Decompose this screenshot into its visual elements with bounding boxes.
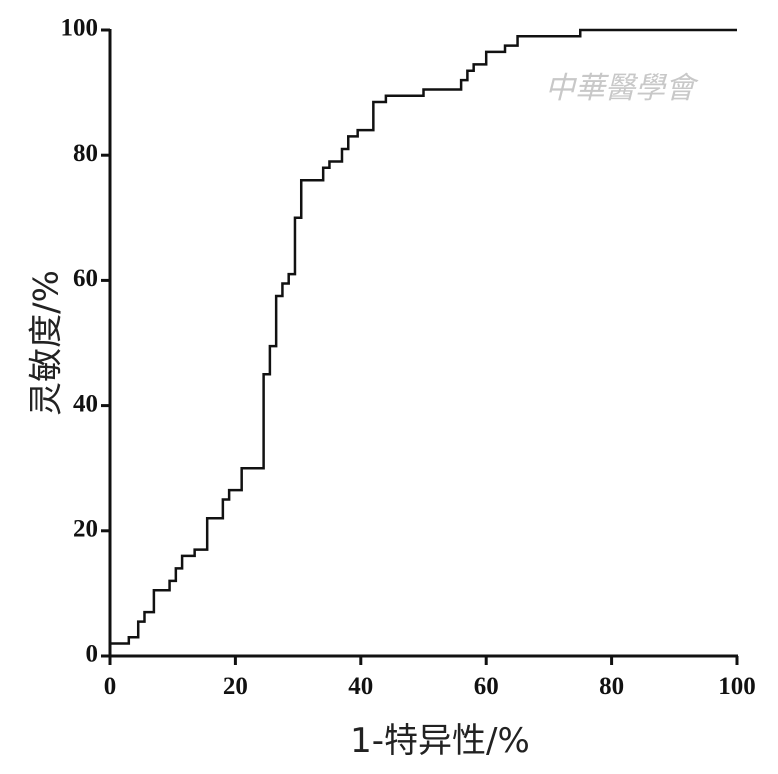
- x-tick-label: 0: [104, 673, 117, 700]
- y-tick-label: 100: [61, 15, 99, 42]
- x-tick-label: 40: [348, 673, 373, 700]
- y-tick-label: 40: [73, 390, 98, 417]
- y-tick-label: 20: [73, 516, 98, 543]
- y-axis-title: 灵敏度/%: [27, 270, 67, 416]
- y-tick-label: 60: [73, 265, 98, 292]
- x-tick-label: 60: [474, 673, 499, 700]
- y-tick-label: 0: [86, 641, 99, 668]
- x-axis-title: 1-特异性/%: [350, 721, 530, 761]
- watermark: 中華醫學會: [545, 71, 699, 106]
- y-tick-label: 80: [73, 140, 98, 167]
- x-tick-label: 80: [599, 673, 624, 700]
- x-tick-label: 100: [718, 673, 756, 700]
- roc-curve: [108, 28, 737, 656]
- x-tick-label: 20: [223, 673, 248, 700]
